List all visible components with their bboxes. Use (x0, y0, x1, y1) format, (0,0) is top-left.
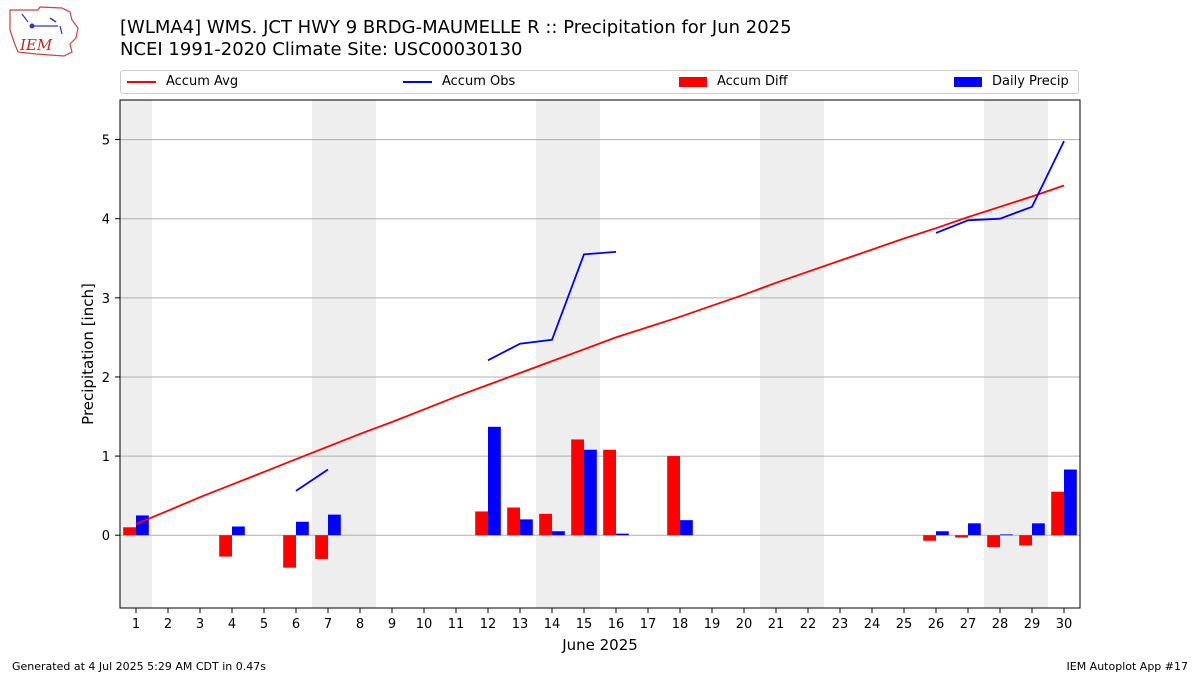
weekend-shade (760, 100, 824, 608)
y-tick-label: 4 (102, 213, 110, 228)
x-tick-label: 10 (416, 617, 433, 632)
accum-diff-bar (475, 511, 488, 536)
daily-precip-bar (136, 515, 149, 536)
x-tick-label: 18 (672, 617, 689, 632)
x-tick-label: 1 (132, 617, 140, 632)
legend-accum-obs: Accum Obs (403, 74, 515, 89)
daily-precip-bar (296, 521, 309, 536)
x-tick-label: 25 (896, 617, 913, 632)
accum-diff-bar (539, 513, 552, 536)
legend-accum-diff: Accum Diff (679, 74, 788, 89)
x-tick-label: 13 (512, 617, 529, 632)
daily-precip-bar (1032, 523, 1045, 536)
accum-diff-bar (955, 535, 968, 538)
accum-avg-line (135, 184, 1065, 525)
daily-precip-bar (680, 520, 693, 536)
iem-logo: IEM (9, 6, 79, 57)
x-tick-label: 12 (480, 617, 497, 632)
y-tick-label: 3 (102, 292, 110, 307)
y-tick-label: 0 (102, 529, 110, 544)
daily-precip-bar (584, 449, 597, 536)
accum-diff-bar (283, 535, 296, 568)
legend-label: Accum Obs (442, 74, 516, 89)
x-tick-label: 19 (704, 617, 721, 632)
daily-precip-bar (328, 514, 341, 536)
legend-label: Accum Avg (166, 74, 239, 89)
x-tick-label: 28 (992, 617, 1009, 632)
x-tick-label: 5 (260, 617, 268, 632)
x-tick-label: 24 (864, 617, 881, 632)
x-tick-label: 27 (960, 617, 977, 632)
x-tick-label: 30 (1056, 617, 1073, 632)
x-tick-label: 15 (576, 617, 593, 632)
legend-swatch (954, 76, 982, 87)
accum-diff-bar (987, 535, 1000, 548)
x-tick-label: 20 (736, 617, 753, 632)
x-tick-label: 22 (800, 617, 817, 632)
legend-label: Accum Diff (717, 74, 788, 89)
legend-label: Daily Precip (992, 74, 1069, 89)
x-axis-label: June 2025 (561, 636, 638, 654)
daily-precip-bar (1000, 534, 1013, 536)
x-tick-label: 3 (196, 617, 204, 632)
chart-title: [WLMA4] WMS. JCT HWY 9 BRDG-MAUMELLE R :… (120, 17, 792, 38)
accum-obs-line (487, 251, 617, 362)
accum-diff-bar (1019, 535, 1032, 546)
y-tick-label: 5 (102, 134, 110, 149)
accum-diff-bar (571, 439, 584, 536)
legend-accum-avg: Accum Avg (127, 74, 238, 89)
daily-precip-bar (232, 526, 245, 536)
chart-subtitle: NCEI 1991-2020 Climate Site: USC00030130 (120, 39, 523, 60)
plot-frame (119, 99, 1081, 609)
daily-precip-bar (1064, 469, 1077, 536)
generated-timestamp: Generated at 4 Jul 2025 5:29 AM CDT in 0… (12, 660, 266, 673)
x-tick-label: 2 (164, 617, 172, 632)
x-tick-label: 6 (292, 617, 300, 632)
x-tick-label: 26 (928, 617, 945, 632)
accum-obs-line (935, 140, 1065, 234)
legend-daily-precip: Daily Precip (954, 74, 1069, 89)
accum-diff-bar (123, 527, 136, 536)
x-tick-label: 29 (1024, 617, 1041, 632)
x-tick-label: 16 (608, 617, 625, 632)
daily-precip-bar (936, 531, 949, 536)
weekend-shade (312, 100, 376, 608)
daily-precip-bar (968, 523, 981, 536)
y-tick-label: 2 (102, 371, 110, 386)
x-tick-label: 4 (228, 617, 236, 632)
accum-diff-bar (923, 535, 936, 541)
accum-diff-bar (1051, 491, 1064, 536)
chart-legend: Accum Avg Accum Obs Accum Diff Daily Pre… (120, 70, 1079, 94)
legend-swatch (403, 80, 432, 83)
accum-diff-bar (603, 449, 616, 536)
accum-diff-bar (315, 535, 328, 559)
x-tick-label: 21 (768, 617, 785, 632)
legend-swatch (679, 76, 707, 87)
daily-precip-bar (488, 426, 501, 536)
daily-precip-bar (616, 533, 629, 536)
daily-precip-bar (552, 531, 565, 536)
x-tick-label: 23 (832, 617, 849, 632)
legend-swatch (127, 80, 156, 83)
y-axis-label: Precipitation [inch] (79, 283, 97, 425)
accum-obs-line (295, 468, 329, 492)
accum-diff-bar (219, 535, 232, 557)
x-tick-label: 17 (640, 617, 657, 632)
x-tick-label: 11 (448, 617, 465, 632)
y-tick-label: 1 (102, 450, 110, 465)
x-tick-label: 9 (388, 617, 396, 632)
daily-precip-bar (520, 519, 533, 536)
x-tick-label: 14 (544, 617, 561, 632)
x-tick-label: 8 (356, 617, 364, 632)
app-id: IEM Autoplot App #17 (1066, 660, 1189, 673)
x-tick-label: 7 (324, 617, 332, 632)
accum-diff-bar (667, 456, 680, 536)
svg-text:IEM: IEM (19, 36, 53, 54)
accum-diff-bar (507, 507, 520, 536)
